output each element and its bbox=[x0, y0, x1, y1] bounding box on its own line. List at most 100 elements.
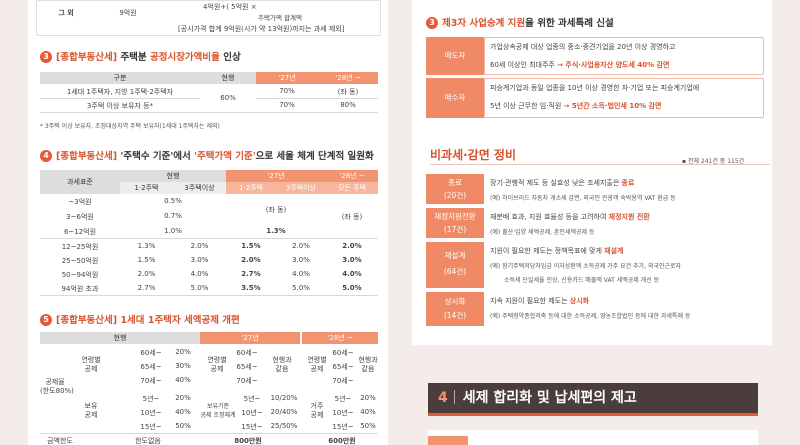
sx-title: 비과세·감면 정비 bbox=[430, 148, 517, 162]
s5-27-age2: 70세~ bbox=[236, 377, 258, 385]
s4-sub4: 모든 주택 bbox=[326, 182, 378, 194]
s3-h3: '28년 ~ bbox=[318, 72, 378, 84]
sx-k3-label: 상시화 bbox=[444, 297, 466, 306]
s5-28-h0: 5년~ bbox=[334, 395, 352, 403]
s4-r6-y2: 5.0% bbox=[292, 284, 310, 292]
s4-r4-c2: 3.0% bbox=[190, 256, 209, 264]
sx-k1-count: (17건) bbox=[443, 225, 467, 234]
s3-h0: 구분 bbox=[40, 72, 200, 84]
s5-tag: [종합부동산세] bbox=[56, 315, 118, 326]
s3-current: 60% bbox=[220, 94, 236, 102]
s3-r1-27: 70% bbox=[279, 87, 295, 95]
seller-line2b: → 주식·사업용자산 양도세 40% 감면 bbox=[557, 61, 670, 69]
s4-r5-c1: 2.0% bbox=[137, 270, 156, 278]
s3-h1: 현행 bbox=[200, 72, 256, 84]
s5-t1: 1세대 1주택자 세액공제 개편 bbox=[120, 315, 240, 326]
s4-num: 4 bbox=[40, 150, 52, 162]
sx-underline bbox=[430, 164, 770, 165]
s5-28-age1: 65세~ bbox=[332, 363, 354, 371]
s4-r3-c1: 1.3% bbox=[137, 242, 156, 250]
s4-t2: 에서 bbox=[173, 151, 195, 162]
r3-num: 3 bbox=[426, 17, 438, 29]
s4-r5-z: 4.0% bbox=[342, 270, 362, 278]
s5-28-same: 현행과 같음 bbox=[358, 356, 378, 373]
s5-age1-b: 30% bbox=[175, 362, 191, 370]
s5-hold2-b: 50% bbox=[175, 422, 191, 430]
s3-title: 3 [종합부동산세] 주택분 공정시장가액비율 인상 bbox=[40, 49, 241, 63]
s5-limit2: 600만원 bbox=[328, 437, 356, 445]
seller-line1: 가업상속공제 대상 업종의 중소·중견기업을 20년 이상 경영하고 bbox=[490, 43, 676, 51]
s5-28-v1: 40% bbox=[360, 408, 376, 416]
s4-r4-c1: 1.5% bbox=[137, 256, 156, 264]
sx-d1a: 재분배 효과, 지원 효율성 등을 고려하여 bbox=[490, 213, 609, 221]
buyer-box bbox=[484, 78, 764, 118]
seller-line2a: 60세 이상인 최대주주 bbox=[490, 61, 558, 69]
s5-title: 5 [종합부동산세] 1세대 1주택자 세액공제 개편 bbox=[40, 312, 240, 326]
s4-h-27: '27년 bbox=[226, 170, 326, 182]
s3-bottom bbox=[40, 112, 378, 113]
s3-divider-b bbox=[256, 98, 378, 99]
s5-28-v2: 50% bbox=[360, 422, 376, 430]
sx-d0a: 장기·관행적 제도 등 실효성 낮은 조세지출은 bbox=[490, 179, 622, 187]
s4-same-27: (좌 동) bbox=[265, 206, 287, 214]
s5-h1: '27년 bbox=[200, 332, 300, 344]
other-label: 그 외 bbox=[58, 9, 74, 17]
s4-t4: 으로 세율 체계 단계적 일원화 bbox=[255, 151, 374, 162]
s4-r2-base: 6~12억원 bbox=[63, 228, 97, 236]
s4-t1: '주택수 기준' bbox=[120, 151, 174, 162]
s5-27-age0: 60세~ bbox=[236, 349, 258, 357]
sx-e3: (예) 주택청약종합저축 등에 대한 소득공제, 영농조합법인 등에 대한 과세… bbox=[490, 313, 691, 320]
seller-label: 매도자 bbox=[426, 37, 484, 75]
s3-tag: [종합부동산세] bbox=[56, 52, 118, 63]
s5-h2: '28년 ~ bbox=[302, 332, 378, 344]
s4-h-cur: 현행 bbox=[120, 170, 226, 182]
sx-k0-count: (20건) bbox=[443, 191, 467, 200]
sx-k2-count: (64건) bbox=[443, 267, 467, 276]
s3-r2-28: 80% bbox=[340, 101, 356, 109]
section4-num: 4 bbox=[438, 390, 448, 406]
s5-age0-b: 20% bbox=[175, 348, 191, 356]
s4-r3-y2: 2.0% bbox=[292, 242, 310, 250]
s5-27-age1: 65세~ bbox=[236, 363, 258, 371]
s5-limit1: 800만원 bbox=[234, 437, 262, 445]
s3-num: 3 bbox=[40, 51, 52, 63]
s4-r6-base: 94억원 초과 bbox=[61, 285, 99, 293]
s4-r1-base: 3~6억원 bbox=[66, 213, 94, 221]
s5-28-h2: 15년~ bbox=[332, 423, 354, 431]
s4-r5-y2: 4.0% bbox=[292, 270, 310, 278]
s5-age-label: 연령별 공제 bbox=[81, 356, 101, 373]
s5-28-age0: 60세~ bbox=[332, 349, 354, 357]
s3-t1: 주택분 bbox=[120, 52, 150, 63]
s4-h-28: '28년 ~ bbox=[326, 170, 378, 182]
s5-divider bbox=[40, 433, 378, 434]
sx-k3: 상시화 (14건) bbox=[426, 292, 484, 326]
section4-panel-start bbox=[428, 430, 758, 445]
s5-27-hold-label: 보유기준 공제 조정체계 bbox=[200, 403, 236, 419]
sx-k3-count: (14건) bbox=[443, 311, 467, 320]
other-row-box bbox=[36, 0, 381, 36]
s4-r2-cur: 1.0% bbox=[164, 227, 182, 235]
s5-rate-label: 공제율 (한도80%) bbox=[40, 378, 74, 395]
sx-d3b: 상시화 bbox=[569, 297, 590, 305]
other-note: [공시가격 합계 9억원(시가 약 13억원)까지는 과세 제외] bbox=[178, 25, 345, 33]
s4-sub0: 1·2주택 bbox=[120, 182, 173, 194]
s4-r5-y1: 2.7% bbox=[241, 270, 261, 278]
s5-27-h0: 5년~ bbox=[243, 395, 261, 403]
section4-label-stub bbox=[428, 436, 468, 445]
s5-h0: 현행 bbox=[40, 332, 200, 344]
seller-line2: 60세 이상인 최대주주 → 주식·사업용자산 양도세 40% 감면 bbox=[490, 60, 669, 70]
s4-h-base: 과세표준 bbox=[40, 170, 120, 194]
s4-r3-c2: 2.0% bbox=[190, 242, 209, 250]
s4-r4-base: 25~50억원 bbox=[61, 257, 99, 265]
sx-e2: (예) 장기주택저당차입금 이자상환액 소득공제 거주 요건 추가, 외국인근로… bbox=[490, 263, 682, 270]
s4-sub3: 3주택이상 bbox=[276, 182, 326, 194]
s5-28-hold-label: 거주 공제 bbox=[310, 402, 324, 419]
sx-d0b: 종료 bbox=[621, 179, 635, 187]
s3-r1-28: (좌 동) bbox=[337, 88, 359, 96]
sx-e1: (예) 출산·입양 세액공제, 혼인세액공제 등 bbox=[490, 229, 595, 236]
r3-title: 3 제3자 사업승계 지원을 위한 과세특례 신설 bbox=[426, 15, 614, 29]
section4-banner: 4 세제 합리화 및 납세편의 제고 bbox=[428, 383, 758, 413]
s5-27-same: 현행과 같음 bbox=[272, 356, 292, 373]
s5-age1-a: 65세~ bbox=[140, 363, 162, 371]
sx-e0: (예) 하이브리드 자동차 개소세 감면, 외국인 관광객 숙박용역 VAT 환… bbox=[490, 195, 676, 202]
